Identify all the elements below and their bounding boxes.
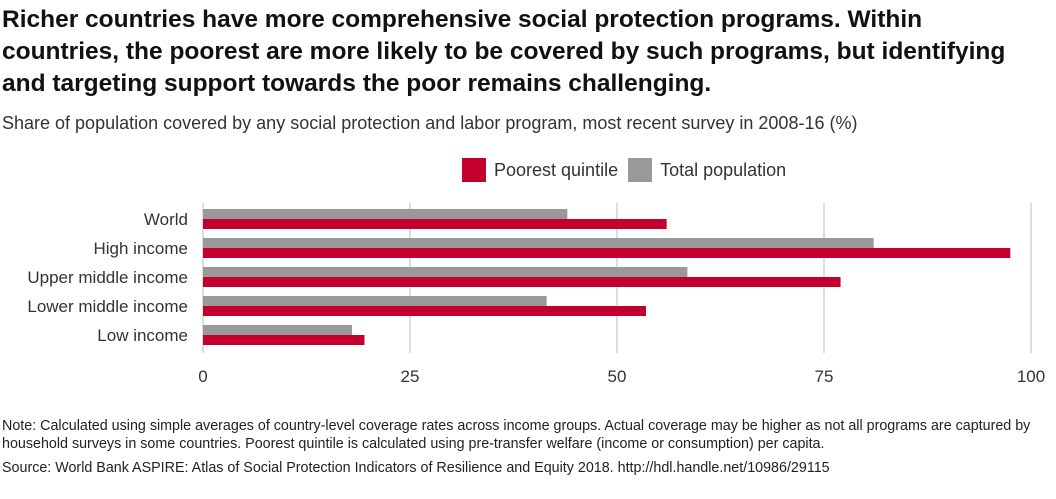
bar-poorest-quintile bbox=[203, 219, 667, 229]
chart-subtitle: Share of population covered by any socia… bbox=[2, 113, 858, 133]
bar-total-population bbox=[203, 238, 874, 248]
chart-title: Richer countries have more comprehensive… bbox=[2, 6, 1006, 97]
category-label: Low income bbox=[97, 326, 188, 345]
bar-chart: 0 25 50 75 100 World High income Upper middle i… bbox=[27, 203, 1045, 386]
legend-swatch-total bbox=[628, 158, 653, 182]
legend: Poorest quintile Total population bbox=[462, 158, 796, 182]
legend-item-total: Total population bbox=[628, 158, 786, 182]
x-tick-label: 0 bbox=[198, 367, 207, 386]
category-label: High income bbox=[94, 239, 189, 258]
chart-source: Source: World Bank ASPIRE: Atlas of Soci… bbox=[2, 460, 830, 476]
category-label: World bbox=[144, 210, 188, 229]
legend-label-poorest: Poorest quintile bbox=[494, 159, 619, 180]
bar-total-population bbox=[203, 296, 547, 306]
legend-swatch-poorest bbox=[462, 158, 486, 182]
category-label: Upper middle income bbox=[27, 268, 188, 287]
x-tick-label: 25 bbox=[401, 367, 420, 386]
legend-item-poorest: Poorest quintile bbox=[462, 158, 618, 182]
bar-total-population bbox=[203, 209, 568, 219]
legend-label-total: Total population bbox=[660, 159, 787, 180]
bar-poorest-quintile bbox=[203, 277, 841, 287]
x-tick-label: 50 bbox=[608, 367, 627, 386]
x-tick-label: 75 bbox=[815, 367, 834, 386]
category-label: Lower middle income bbox=[27, 297, 188, 316]
bar-poorest-quintile bbox=[203, 335, 365, 345]
bar-poorest-quintile bbox=[203, 306, 646, 316]
bar-poorest-quintile bbox=[203, 248, 1011, 258]
chart-note: Note: Calculated using simple averages o… bbox=[2, 418, 1031, 452]
bar-total-population bbox=[203, 325, 353, 335]
bar-total-population bbox=[203, 267, 688, 277]
x-tick-label: 100 bbox=[1017, 367, 1045, 386]
